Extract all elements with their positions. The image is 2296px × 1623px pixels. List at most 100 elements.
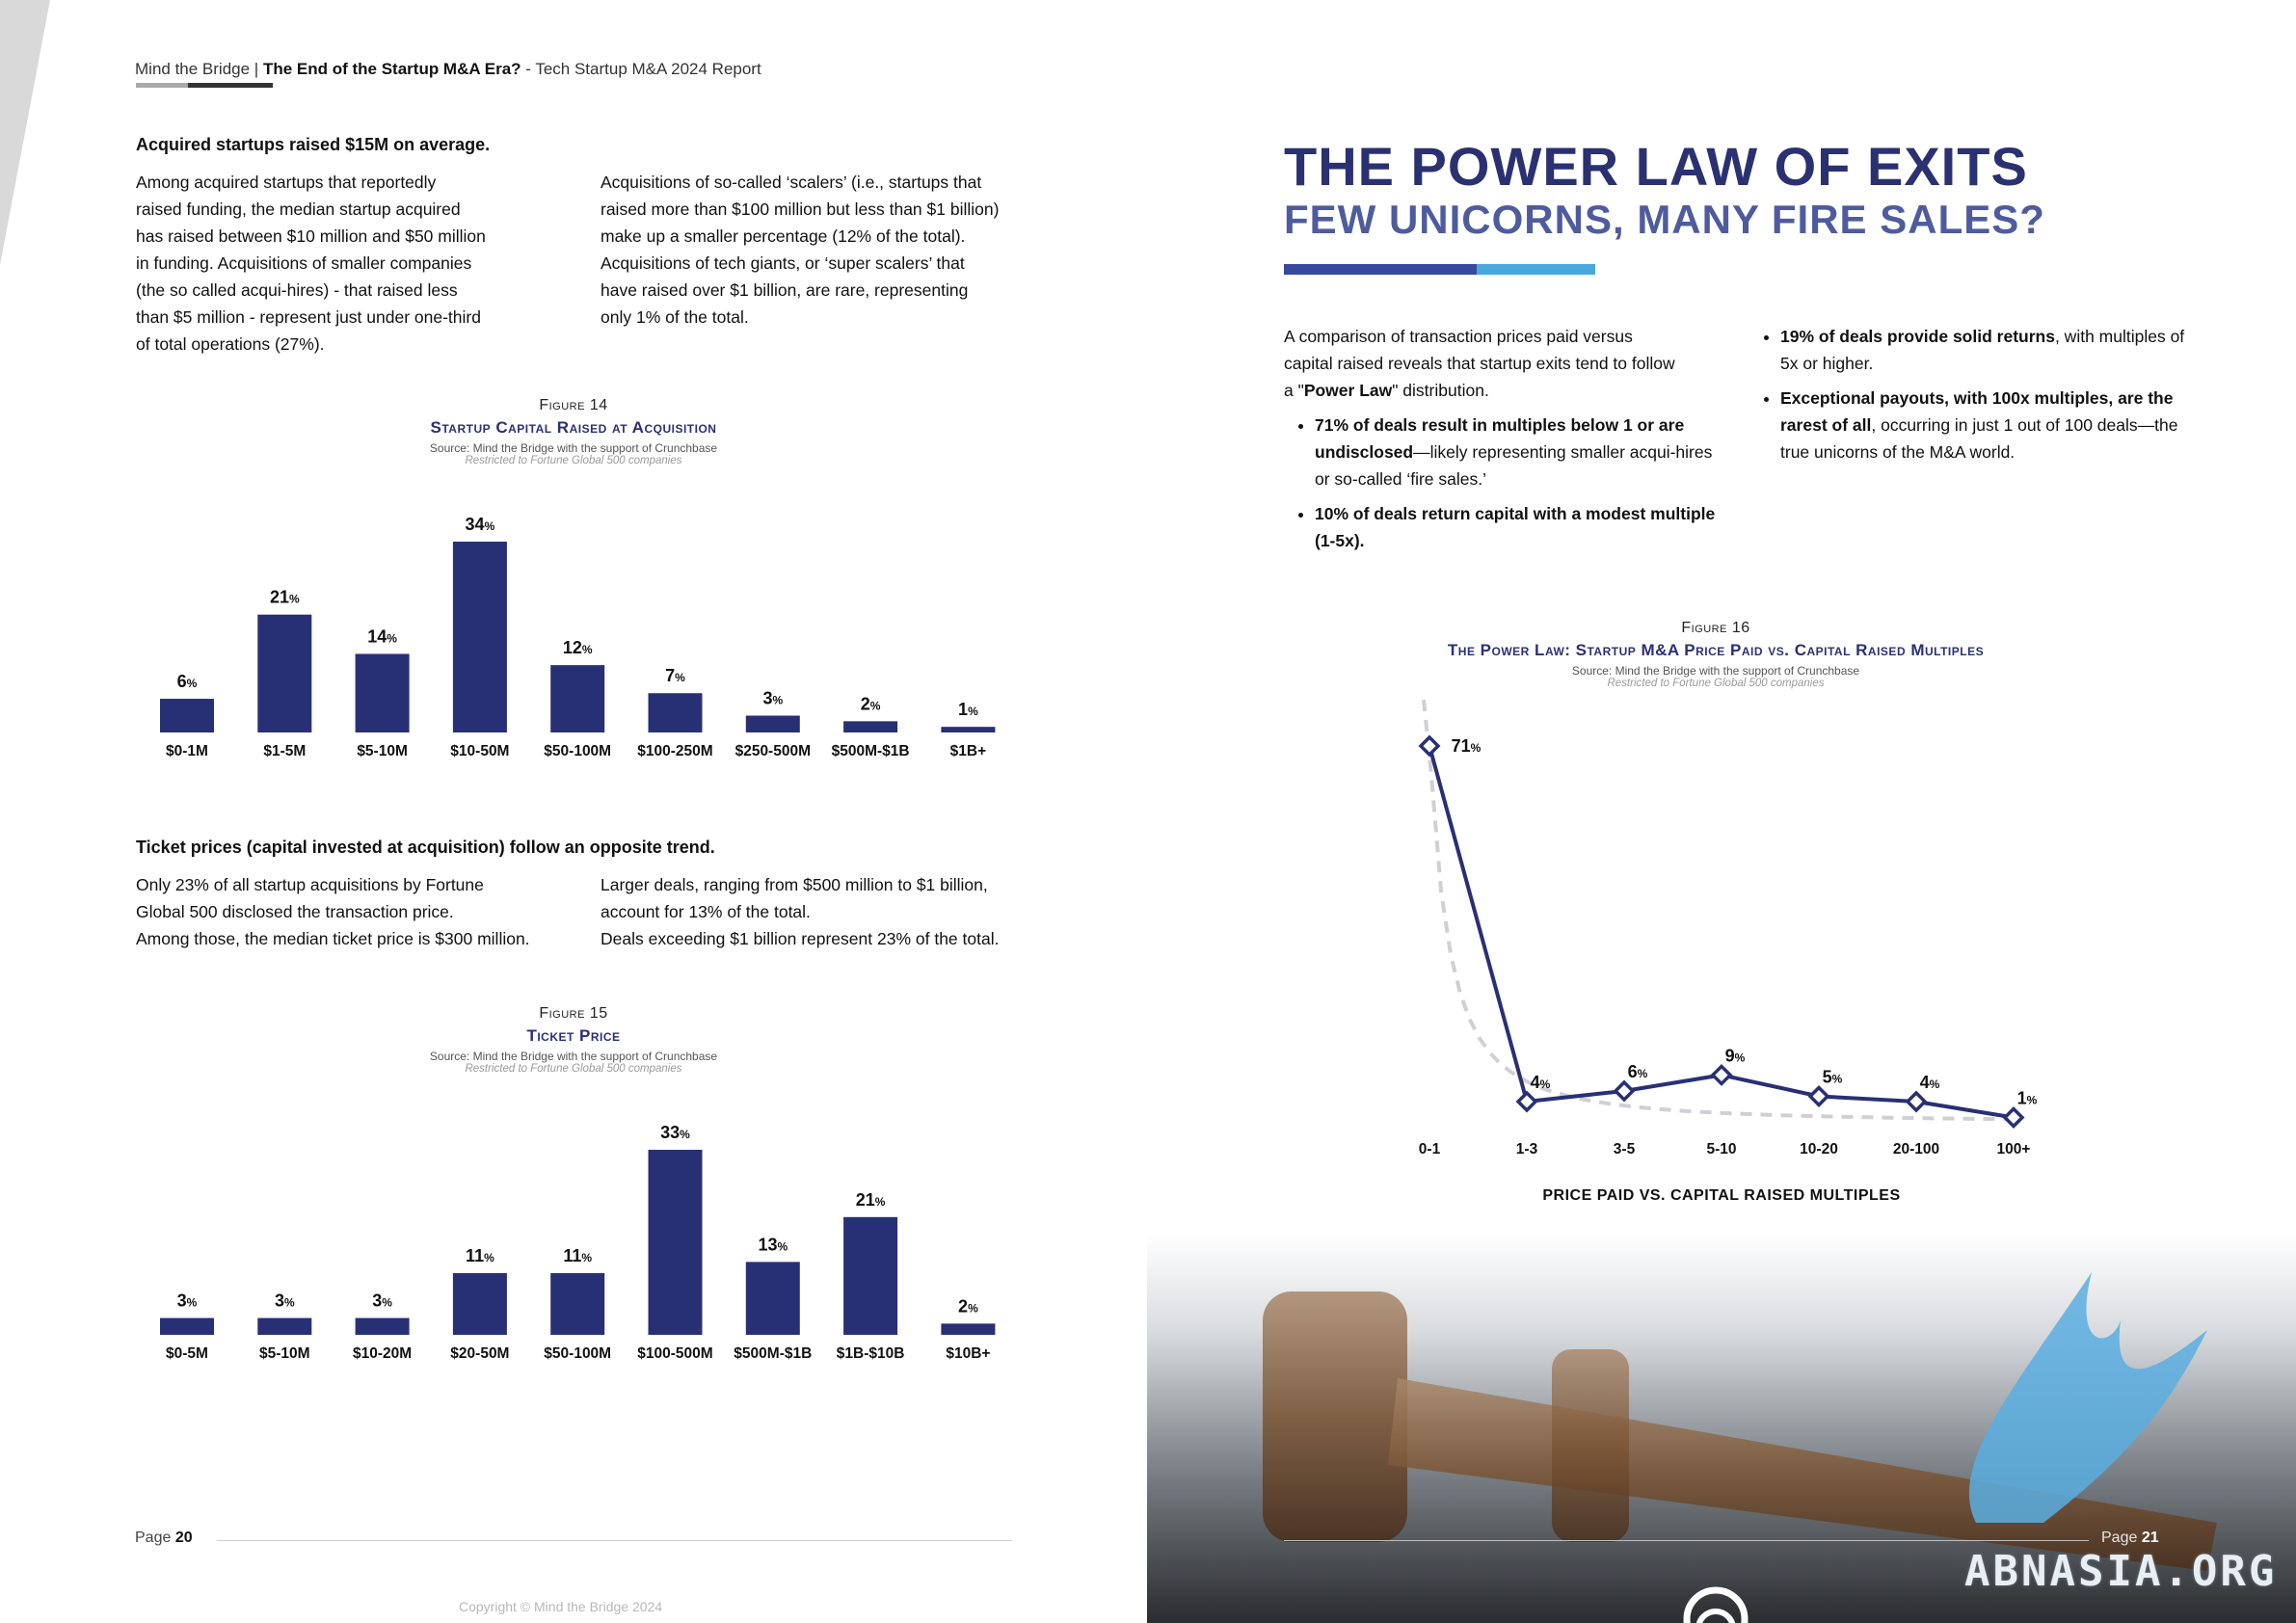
point-3-5 xyxy=(1613,1079,1636,1103)
tick-label-5-10: 5-10 xyxy=(1706,1141,1736,1157)
intro-line-b: capital raised reveals that startup exit… xyxy=(1284,354,1675,373)
figure14-note: Restricted to Fortune Global 500 compani… xyxy=(465,455,682,466)
tick-label-$500M-$1B: $500M-$1B xyxy=(832,743,910,759)
value-label-$100-250M: 7% xyxy=(665,666,685,685)
bar-$0-1M xyxy=(160,699,214,732)
gavel-photo xyxy=(1147,1234,2296,1623)
tick-label-$50-100M: $50-100M xyxy=(544,743,611,759)
figure15-title: Ticket Price xyxy=(526,1026,621,1045)
tick-label-$0-1M: $0-1M xyxy=(166,743,208,759)
intro-line-c1: a " xyxy=(1284,381,1304,400)
copyright-text: Copyright © Mind the Bridge 2024 xyxy=(459,1599,663,1614)
intro-line-c2: " distribution. xyxy=(1392,381,1489,400)
value-label-$5-10M: 3% xyxy=(275,1291,295,1311)
tick-label-$0-5M: $0-5M xyxy=(166,1345,208,1362)
point-label-100+: 1% xyxy=(2017,1088,2038,1107)
figure15-note: Restricted to Fortune Global 500 compani… xyxy=(465,1063,682,1075)
right-page-footer: Page 21 xyxy=(2101,1530,2159,1547)
section2-col1: Only 23% of all startup acquisitions by … xyxy=(136,875,530,948)
corner-wedge-decoration xyxy=(0,0,50,265)
bar-$50-100M xyxy=(550,665,605,732)
bar-$10-20M xyxy=(355,1317,410,1335)
tick-label-$1B+: $1B+ xyxy=(950,743,987,759)
point-1-3 xyxy=(1515,1090,1538,1113)
intro-power-law: Power Law xyxy=(1303,381,1393,400)
point-20-100 xyxy=(1905,1090,1928,1113)
tick-label-$50-100M: $50-100M xyxy=(544,1345,611,1362)
figure14-source: Source: Mind the Bridge with the support… xyxy=(429,441,718,455)
bar-$50-100M xyxy=(550,1273,605,1335)
bar-$20-50M xyxy=(452,1273,507,1335)
value-label-$0-5M: 3% xyxy=(177,1291,198,1311)
figure16-title: The Power Law: Startup M&A Price Paid vs… xyxy=(1447,641,1985,659)
x-axis-label: PRICE PAID VS. CAPITAL RAISED MULTIPLES xyxy=(1542,1187,1900,1204)
tick-label-$5-10M: $5-10M xyxy=(357,743,408,759)
tick-label-100+: 100+ xyxy=(1997,1141,2031,1157)
point-10-20 xyxy=(1807,1084,1830,1107)
tick-label-20-100: 20-100 xyxy=(1893,1141,1939,1157)
value-label-$500M-$1B: 2% xyxy=(861,694,881,713)
value-label-$10B+: 2% xyxy=(958,1296,978,1316)
value-label-$1-5M: 21% xyxy=(270,588,300,607)
figure15-number: Figure 15 xyxy=(539,1005,608,1022)
page-subtitle: FEW UNICORNS, MANY FIRE SALES? xyxy=(1284,197,2045,242)
point-label-10-20: 5% xyxy=(1823,1067,1843,1086)
value-label-$100-500M: 33% xyxy=(660,1123,690,1142)
right-page-number: 21 xyxy=(2141,1530,2159,1546)
tick-label-$10-20M: $10-20M xyxy=(353,1345,412,1362)
point-label-20-100: 4% xyxy=(1920,1073,1940,1092)
bar-$250-500M xyxy=(745,715,800,732)
left-page: Mind the Bridge | The End of the Startup… xyxy=(0,0,1147,1623)
value-label-$250-500M: 3% xyxy=(762,689,783,708)
right-footer-rule xyxy=(1284,1540,2089,1541)
header-report-title: The End of the Startup M&A Era? xyxy=(262,60,521,78)
section2-col2: Larger deals, ranging from $500 million … xyxy=(601,875,1000,948)
figure15-heading: Figure 15 Ticket Price Source: Mind the … xyxy=(236,1005,911,1075)
tick-label-1-3: 1-3 xyxy=(1516,1141,1538,1157)
tick-label-$100-250M: $100-250M xyxy=(637,743,712,759)
figure15-source: Source: Mind the Bridge with the support… xyxy=(429,1050,718,1063)
left-page-footer: Page 20 xyxy=(135,1530,193,1547)
section1-lead: Acquired startups raised $15M on average… xyxy=(136,135,491,154)
left-page-number: 20 xyxy=(174,1530,193,1546)
bar-$10-50M xyxy=(452,542,507,732)
figure15-bar-chart: 3% $0-5M 3% $5-10M 3% $10-20M 11% $20-50M 11% $50… xyxy=(160,1123,996,1362)
value-label-$10-50M: 34% xyxy=(466,515,495,534)
bar-$100-500M xyxy=(648,1150,703,1335)
right-page: THE POWER LAW OF EXITS FEW UNICORNS, MAN… xyxy=(1147,0,2296,1623)
value-label-$0-1M: 6% xyxy=(177,672,198,691)
point-5-10 xyxy=(1710,1063,1733,1086)
intro-line-a: A comparison of transaction prices paid … xyxy=(1284,327,1633,346)
bar-$100-250M xyxy=(648,693,703,732)
tick-label-$250-500M: $250-500M xyxy=(735,743,811,759)
point-label-0-1: 71% xyxy=(1452,736,1482,756)
section2-lead: Ticket prices (capital invested at acqui… xyxy=(136,838,715,857)
figure16-number: Figure 16 xyxy=(1681,620,1750,636)
tick-label-$10B+: $10B+ xyxy=(946,1345,990,1362)
page-title: THE POWER LAW OF EXITS xyxy=(1284,136,2028,197)
running-header: Mind the Bridge | The End of the Startup… xyxy=(135,60,761,79)
value-label-$1B-$10B: 21% xyxy=(856,1190,886,1210)
figure16-heading: Figure 16 The Power Law: Startup M&A Pri… xyxy=(1253,620,2178,689)
point-label-5-10: 9% xyxy=(1725,1046,1746,1065)
value-label-$50-100M: 12% xyxy=(563,638,593,657)
right-page-label: Page xyxy=(2101,1530,2142,1546)
bar-$500M-$1B xyxy=(843,721,898,732)
value-label-$500M-$1B: 13% xyxy=(758,1235,788,1254)
point-100+ xyxy=(2002,1106,2025,1129)
left-footer-rule xyxy=(217,1540,1012,1541)
bullet-10-percent: 10% of deals return capital with a modes… xyxy=(1315,500,1729,554)
tick-label-$1-5M: $1-5M xyxy=(263,743,306,759)
bar-$1B-$10B xyxy=(843,1216,898,1335)
point-label-3-5: 6% xyxy=(1628,1062,1648,1081)
tick-label-$20-50M: $20-50M xyxy=(450,1345,509,1362)
figure14-number: Figure 14 xyxy=(539,397,608,413)
bar-$0-5M xyxy=(160,1317,214,1335)
bullets-left: 71% of deals result in multiples below 1… xyxy=(1284,412,1729,562)
tick-label-10-20: 10-20 xyxy=(1800,1141,1838,1157)
tick-label-$500M-$1B: $500M-$1B xyxy=(734,1345,812,1362)
watermark-text: ABNASIA.ORG xyxy=(1964,1547,2278,1596)
tick-label-3-5: 3-5 xyxy=(1614,1141,1636,1157)
value-label-$1B+: 1% xyxy=(958,700,978,719)
point-0-1 xyxy=(1418,734,1441,758)
